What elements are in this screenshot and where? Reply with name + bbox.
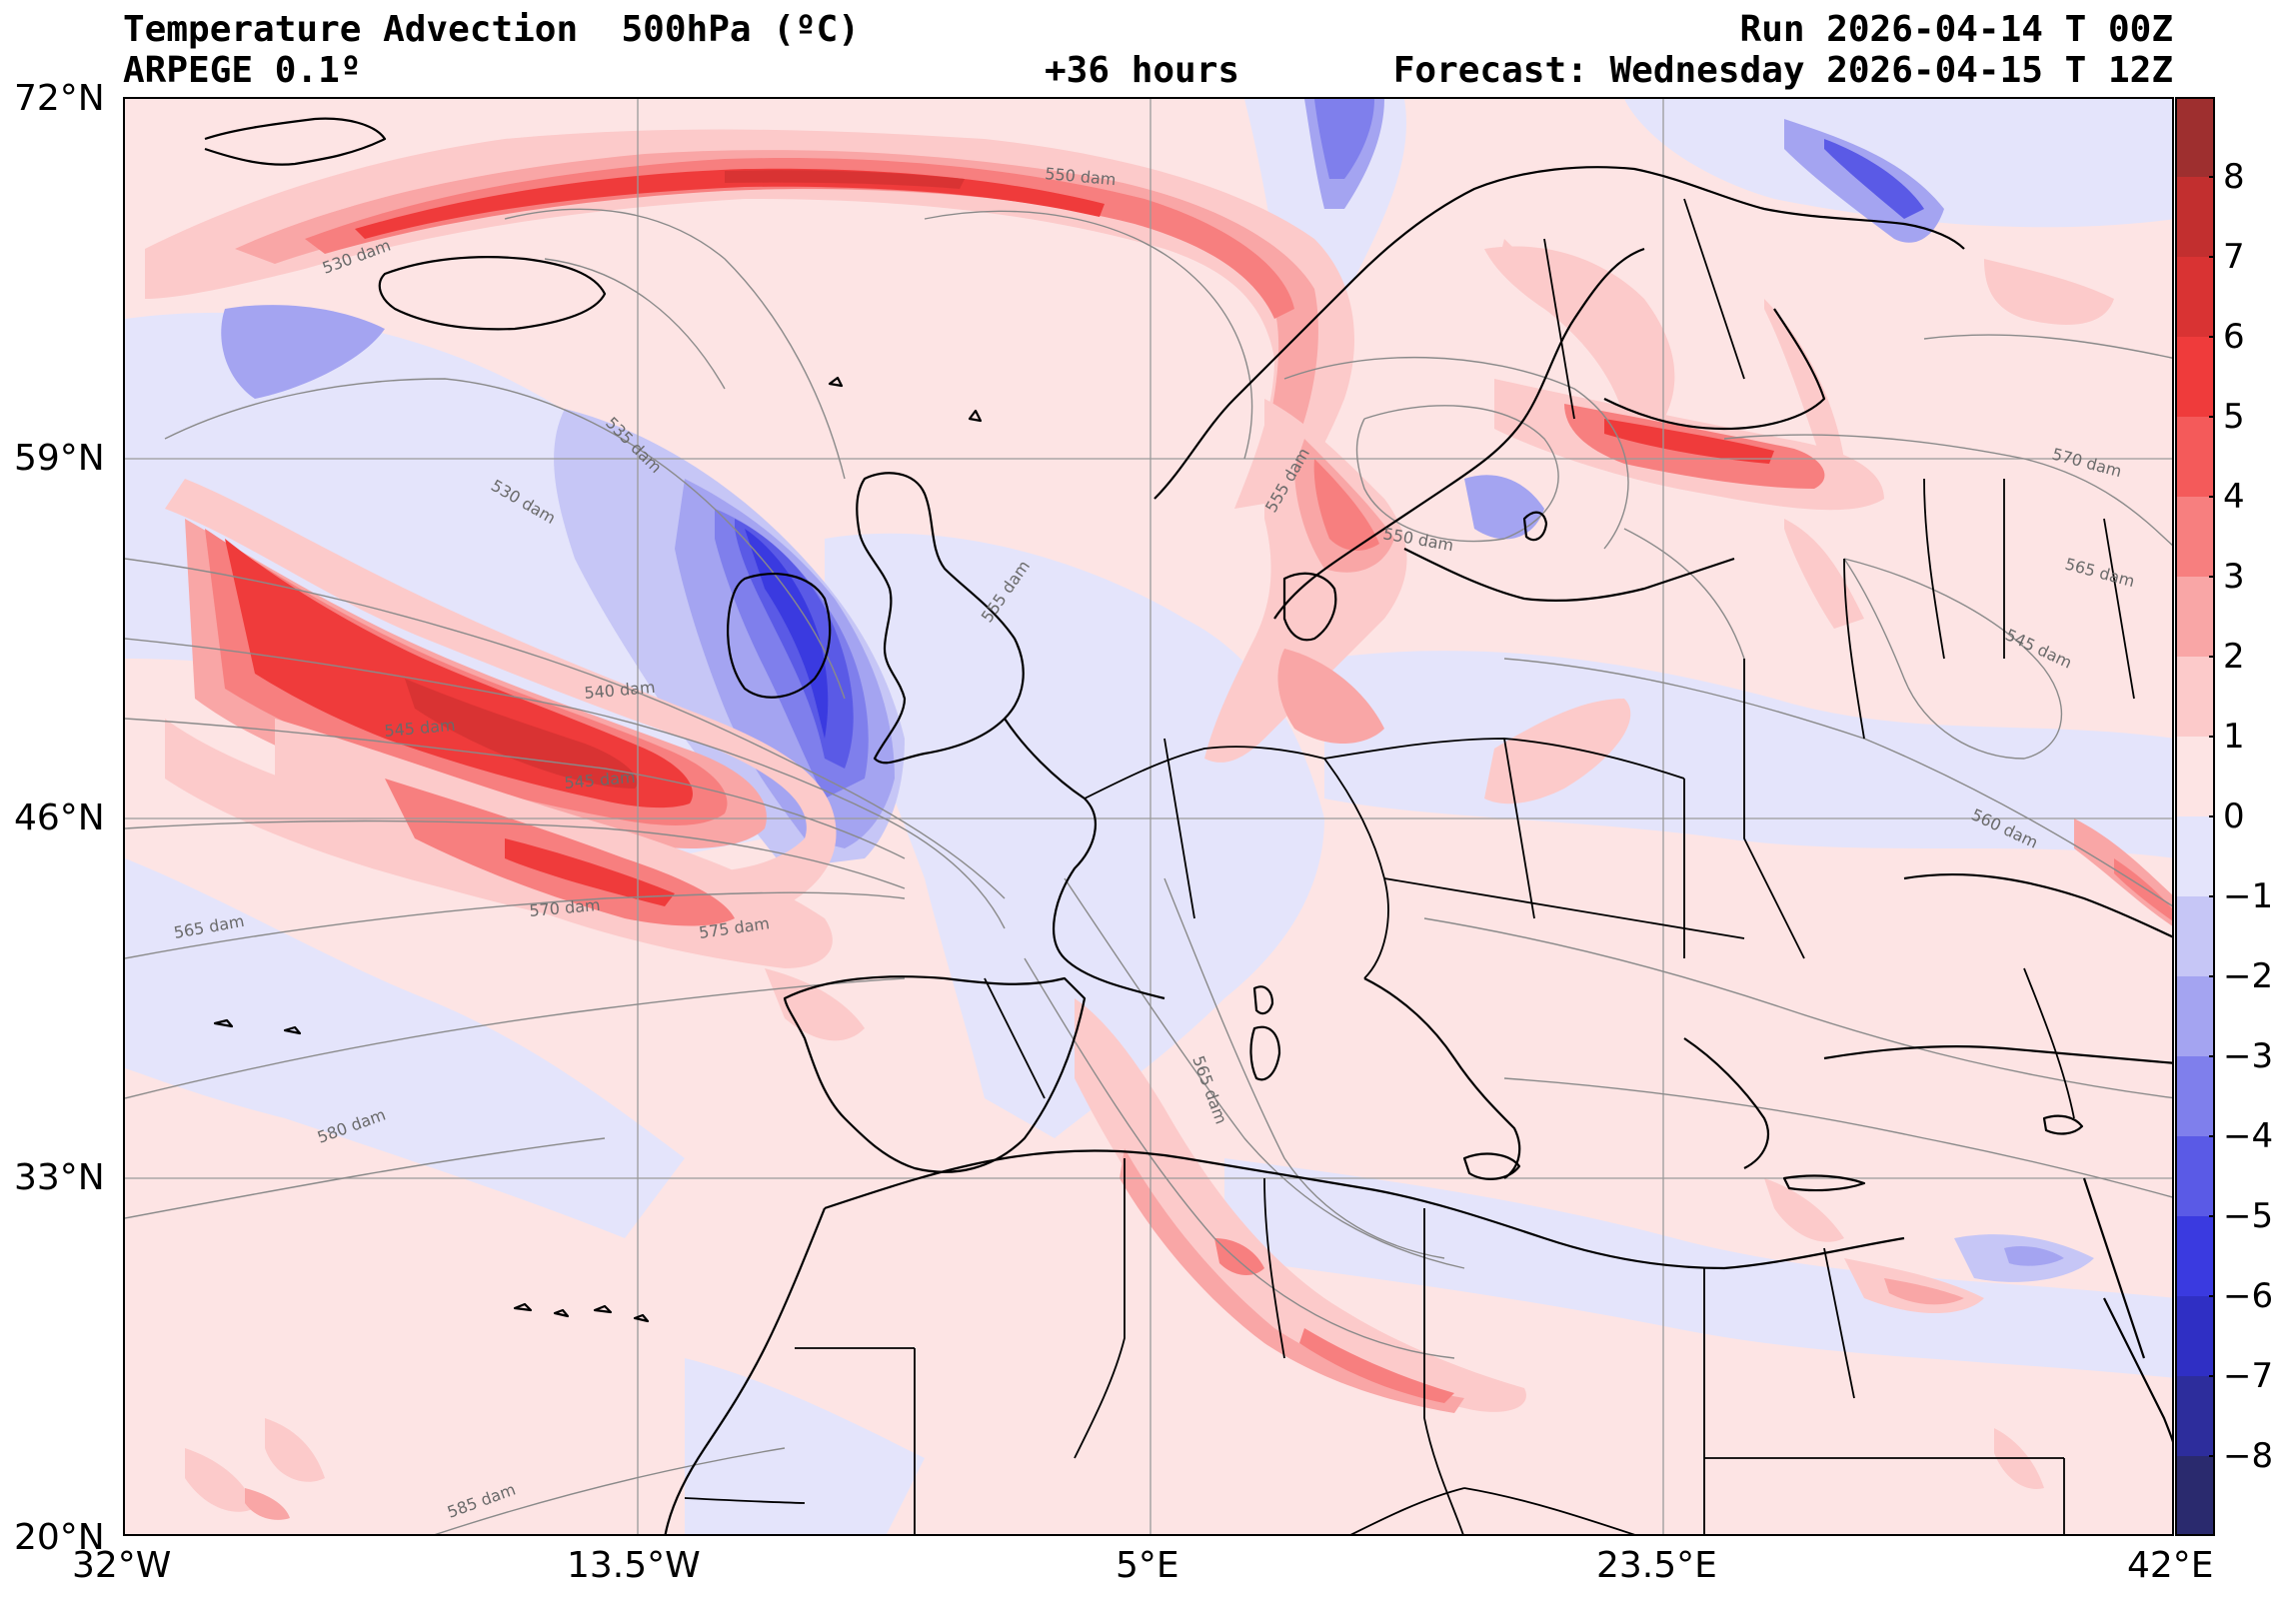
advection-field: 530 dam 535 dam 540 dam 545 dam 545 dam …	[125, 99, 2172, 1534]
run-time: Run 2026-04-14 T 00Z	[1739, 9, 2173, 50]
lon-label-42e: 42°E	[2127, 1545, 2214, 1586]
colorbar-segment	[2175, 1376, 2215, 1456]
contour-label: 565 dam	[1188, 1053, 1230, 1126]
baltic-coast	[1403, 548, 1735, 603]
coastlines-borders	[204, 117, 2172, 1534]
iceland-coast	[378, 256, 607, 331]
colorbar-segment	[2175, 896, 2215, 976]
contour-label: 585 dam	[445, 1480, 518, 1522]
lat-label-59: 59°N	[14, 438, 105, 479]
colorbar-segment	[2175, 177, 2215, 257]
colorbar-tick-label: −1	[2223, 876, 2274, 916]
colorbar-tick-label: −7	[2223, 1356, 2274, 1396]
north-africa-coast	[824, 1149, 1905, 1270]
greece-coast	[1683, 1037, 1769, 1169]
sardinia-coast	[1249, 1025, 1281, 1081]
colorbar-segment	[2175, 337, 2215, 417]
cold-advection-core	[221, 99, 2094, 1282]
colorbar-tick-label: −4	[2223, 1116, 2274, 1156]
ireland-coast	[727, 573, 832, 699]
norway-coast	[1153, 166, 1965, 500]
colorbar-segment	[2175, 497, 2215, 577]
colorbar-tick-label: 1	[2223, 717, 2245, 757]
crete-coast	[1782, 1174, 1866, 1192]
colorbar-segment	[2175, 1056, 2215, 1136]
forecast-time: Forecast: Wednesday 2026-04-15 T 12Z	[1392, 50, 2173, 91]
britain-coast	[856, 472, 1025, 765]
colorbar-tick-label: −6	[2223, 1276, 2274, 1316]
warm-advection-bands	[145, 129, 2172, 1520]
sweden-coast	[1273, 247, 1645, 620]
colorbar-tick-label: 0	[2223, 797, 2245, 836]
colorbar-segment	[2175, 1216, 2215, 1296]
lat-lon-grid	[125, 99, 2172, 1534]
colorbar-segment	[2175, 1296, 2215, 1376]
colorbar-tick-label: 5	[2223, 397, 2245, 437]
colorbar-tick-label: 8	[2223, 157, 2245, 197]
turkey-coast	[1823, 1044, 2172, 1064]
colorbar-tick-label: −3	[2223, 1036, 2274, 1076]
lon-label-13-5w: 13.5°W	[567, 1545, 701, 1586]
colorbar-segment	[2175, 737, 2215, 816]
red-sea-coast	[2103, 1297, 2172, 1443]
finland-coast	[1603, 308, 1826, 431]
contour-label: 565 dam	[2063, 555, 2137, 592]
colorbar-segment	[2175, 97, 2215, 177]
lat-label-72: 72°N	[14, 78, 105, 119]
colorbar-tick-label: 4	[2223, 477, 2245, 517]
colorbar-tick-label: −5	[2223, 1196, 2274, 1236]
contour-label: 570 dam	[2050, 445, 2124, 482]
black-sea-coast	[1903, 872, 2172, 938]
morocco-coast	[664, 1207, 827, 1534]
model-name: ARPEGE 0.1º	[123, 50, 362, 91]
greenland-coast	[204, 117, 387, 166]
sicily-coast	[1462, 1152, 1521, 1180]
colorbar-tick-label: 3	[2223, 557, 2245, 597]
iberia-coast	[783, 975, 1087, 1173]
colorbar-tick-label: 2	[2223, 637, 2245, 677]
colorbar-tick-label: −8	[2223, 1436, 2274, 1476]
lat-label-33: 33°N	[14, 1157, 105, 1198]
colorbar-tick-label: −2	[2223, 956, 2274, 996]
levant-coast	[2082, 1177, 2146, 1359]
colorbar-segment	[2175, 1456, 2215, 1536]
colorbar-segment	[2175, 816, 2215, 896]
denmark-coast	[1282, 572, 1337, 642]
colorbar-segment	[2175, 417, 2215, 497]
italy-coast	[1363, 977, 1521, 1179]
colorbar-tick-label: 7	[2223, 237, 2245, 277]
gotland-coast	[1522, 511, 1548, 542]
colorbar-segment	[2175, 577, 2215, 657]
lon-label-32w: 32°W	[72, 1545, 172, 1586]
cyprus-coast	[2042, 1114, 2084, 1135]
lat-label-46: 46°N	[14, 798, 105, 838]
contour-label: 545 dam	[2002, 625, 2075, 672]
map-title: Temperature Advection 500hPa (ºC)	[123, 9, 860, 50]
corsica-coast	[1252, 985, 1274, 1015]
lon-label-23-5e: 23.5°E	[1596, 1545, 1717, 1586]
colorbar-segment	[2175, 657, 2215, 737]
lead-time: +36 hours	[1045, 50, 1240, 91]
colorbar-segment	[2175, 1136, 2215, 1216]
colorbar	[2175, 97, 2215, 1536]
colorbar-segment	[2175, 976, 2215, 1056]
colorbar-tick-label: 6	[2223, 317, 2245, 357]
france-coast	[1004, 718, 1165, 1000]
colorbar-segment	[2175, 257, 2215, 337]
map-panel: 530 dam 535 dam 540 dam 545 dam 545 dam …	[123, 97, 2174, 1536]
lat-label-20: 20°N	[14, 1517, 105, 1558]
lon-label-5e: 5°E	[1116, 1545, 1179, 1586]
